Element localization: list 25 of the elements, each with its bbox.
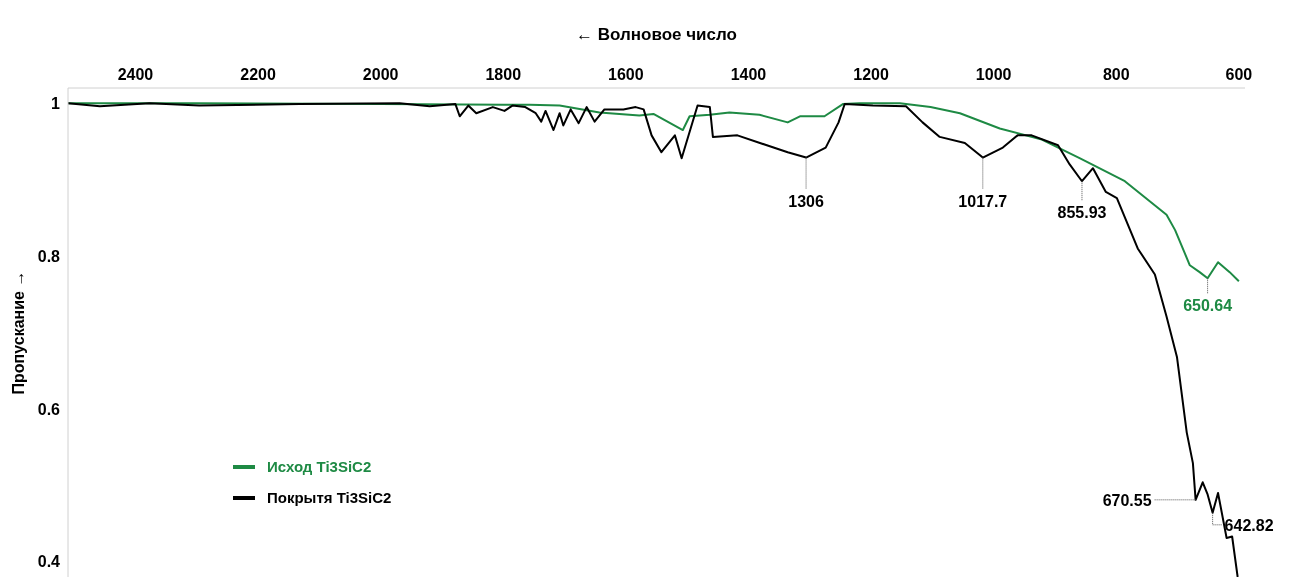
y-tick-label: 1 bbox=[51, 94, 61, 112]
x-tick-label: 2000 bbox=[362, 66, 399, 83]
x-tick-label: 800 bbox=[1102, 66, 1130, 83]
annotation: 670.55 bbox=[1102, 491, 1152, 509]
x-tick-label: 1600 bbox=[608, 66, 644, 83]
x-axis-title: ← Волновое число bbox=[576, 25, 737, 44]
annotation: 650.64 bbox=[1183, 297, 1233, 315]
annotation: 1306 bbox=[788, 192, 824, 210]
y-axis-title: Пропускание → bbox=[9, 270, 27, 395]
x-tick-label: 1000 bbox=[975, 66, 1012, 83]
y-tick-label: 0.8 bbox=[37, 247, 61, 265]
x-tick-label: 1200 bbox=[853, 66, 889, 83]
x-tick-label: 2400 bbox=[117, 66, 154, 83]
y-tick-label: 0.4 bbox=[37, 553, 61, 571]
legend-label: Исход Ti3SiC2 bbox=[267, 458, 372, 475]
line-series bbox=[68, 102, 1240, 283]
y-tick-label: 0.6 bbox=[37, 400, 61, 418]
x-tick-label: 2200 bbox=[240, 66, 276, 83]
annotation: 855.93 bbox=[1057, 204, 1107, 222]
x-tick-label: 1400 bbox=[730, 66, 767, 83]
x-tick-label: 1800 bbox=[485, 66, 522, 83]
x-tick-label: 600 bbox=[1225, 66, 1253, 83]
legend-label: Покрытя Ti3SiC2 bbox=[267, 489, 392, 506]
annotation: 1017.7 bbox=[958, 192, 1008, 210]
annotation: 642.82 bbox=[1224, 516, 1274, 534]
